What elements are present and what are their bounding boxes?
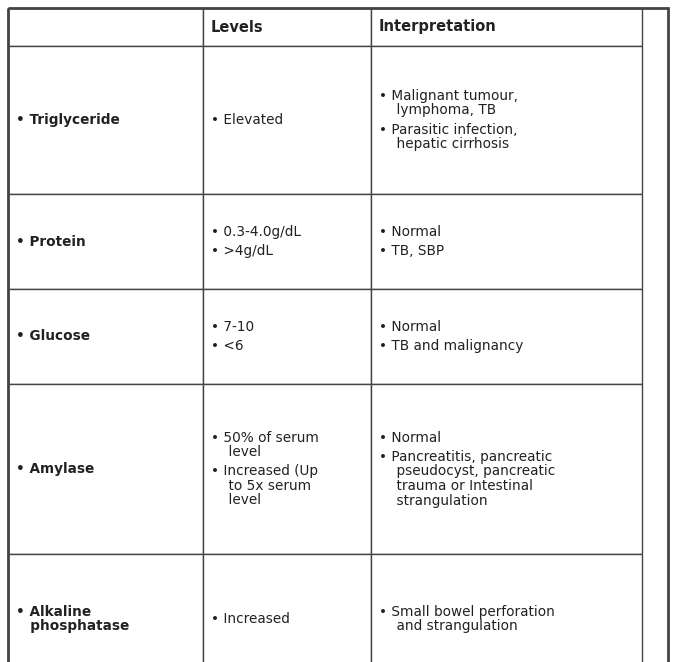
Bar [8,554,203,662]
Text: • 7-10: • 7-10 [211,320,254,334]
Bar [203,8,371,46]
Bar [8,384,203,554]
Text: • TB and malignancy: • TB and malignancy [379,339,524,354]
Text: • Parasitic infection,: • Parasitic infection, [379,122,517,137]
Text: • TB, SBP: • TB, SBP [379,244,444,258]
Text: • Increased: • Increased [211,612,290,626]
Bar [203,384,371,554]
Text: • Malignant tumour,: • Malignant tumour, [379,89,518,103]
Text: level: level [211,493,261,508]
Text: lymphoma, TB: lymphoma, TB [379,103,496,117]
Text: • Increased (Up: • Increased (Up [211,465,318,479]
Bar [371,46,642,194]
Bar [371,8,642,46]
Text: • Triglyceride: • Triglyceride [16,113,120,127]
Text: and strangulation: and strangulation [379,619,517,634]
Text: Levels: Levels [211,19,263,34]
Bar [8,289,203,384]
Text: pseudocyst, pancreatic: pseudocyst, pancreatic [379,465,556,479]
Text: • Normal: • Normal [379,320,441,334]
Bar [203,46,371,194]
Text: trauma or Intestinal: trauma or Intestinal [379,479,533,493]
Bar [8,46,203,194]
Text: • Alkaline: • Alkaline [16,605,91,619]
Text: level: level [211,445,261,459]
Bar [371,384,642,554]
Text: • 0.3-4.0g/dL: • 0.3-4.0g/dL [211,225,301,239]
Text: • Normal: • Normal [379,430,441,444]
Bar [371,554,642,662]
Bar [371,194,642,289]
Bar [203,194,371,289]
Text: • Protein: • Protein [16,234,86,248]
Bar [203,289,371,384]
Text: • >4g/dL: • >4g/dL [211,244,273,258]
Text: Interpretation: Interpretation [379,19,497,34]
Text: • Glucose: • Glucose [16,330,90,344]
Text: hepatic cirrhosis: hepatic cirrhosis [379,137,509,151]
Text: • Small bowel perforation: • Small bowel perforation [379,605,555,619]
Text: to 5x serum: to 5x serum [211,479,311,493]
Text: • Pancreatitis, pancreatic: • Pancreatitis, pancreatic [379,450,552,464]
Bar [371,289,642,384]
Text: • <6: • <6 [211,339,243,354]
Text: • Elevated: • Elevated [211,113,283,127]
Text: • Normal: • Normal [379,225,441,239]
Text: strangulation: strangulation [379,493,488,508]
Bar [8,8,203,46]
Bar [203,554,371,662]
Text: • 50% of serum: • 50% of serum [211,430,318,444]
Bar [8,194,203,289]
Text: • Amylase: • Amylase [16,462,95,476]
Text: phosphatase: phosphatase [16,619,129,634]
